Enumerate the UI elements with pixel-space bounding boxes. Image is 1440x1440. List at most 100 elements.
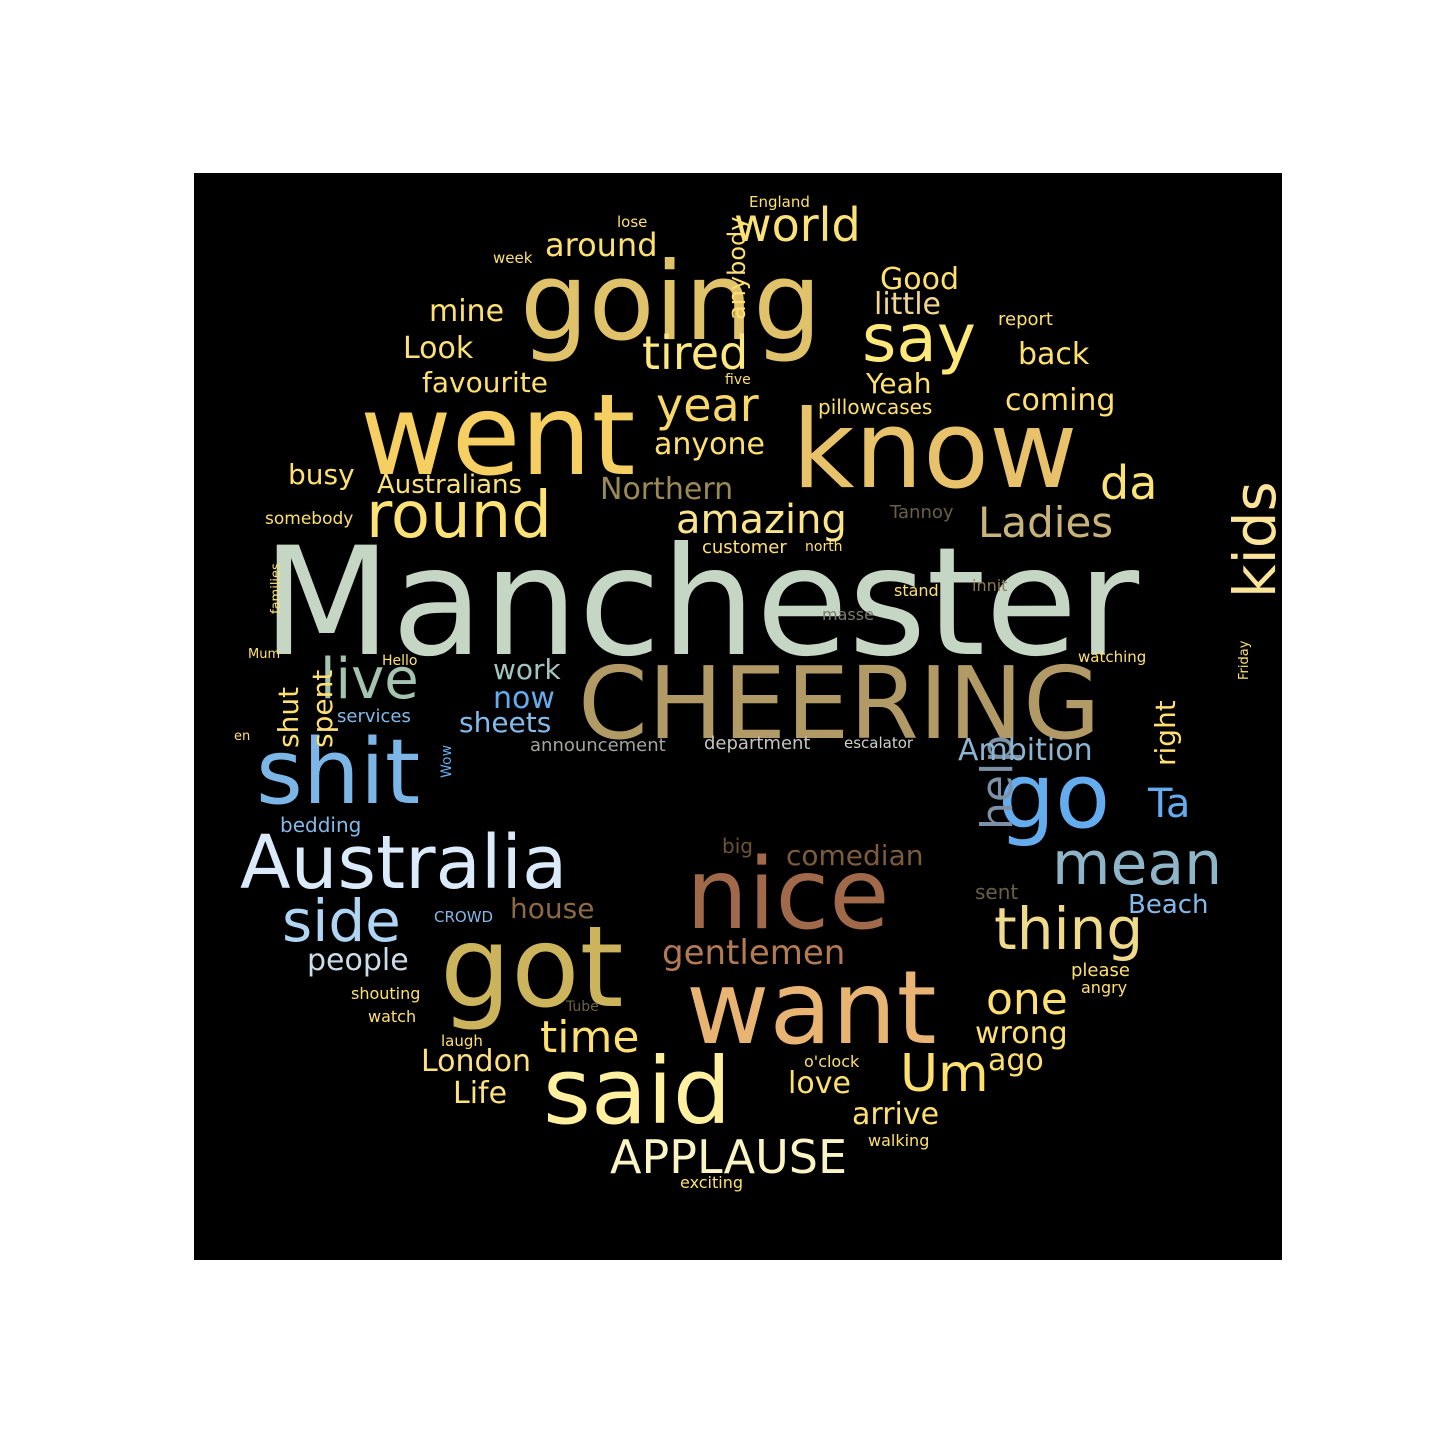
word-cheering: CHEERING bbox=[578, 645, 1101, 762]
word-comedian: comedian bbox=[786, 839, 924, 872]
word-lose: lose bbox=[617, 213, 648, 231]
word-masse: masse bbox=[822, 605, 874, 624]
word-announcement: announcement bbox=[530, 735, 666, 756]
word-en: en bbox=[234, 729, 251, 744]
word-work: work bbox=[493, 653, 561, 686]
word-report: report bbox=[998, 309, 1053, 330]
word-coming: coming bbox=[1005, 383, 1116, 418]
word-world: world bbox=[734, 198, 861, 252]
word-hello: Hello bbox=[382, 653, 418, 669]
word-arrive: arrive bbox=[852, 1097, 940, 1132]
word-england: England bbox=[749, 193, 810, 211]
word-live: live bbox=[320, 647, 419, 712]
word-five: five bbox=[725, 372, 751, 388]
word-wow: Wow bbox=[439, 744, 455, 778]
word-now: now bbox=[493, 681, 555, 716]
word-kids: kids bbox=[1221, 481, 1282, 598]
word-people: people bbox=[307, 943, 409, 978]
word-yeah: Yeah bbox=[866, 367, 932, 400]
word-got: got bbox=[440, 903, 624, 1033]
word-bedding: bedding bbox=[280, 813, 362, 837]
word-australia: Australia bbox=[240, 820, 568, 906]
word-beach: Beach bbox=[1128, 890, 1209, 920]
word-um: Um bbox=[900, 1044, 989, 1104]
word-good: Good bbox=[880, 262, 959, 297]
word-families: families bbox=[269, 563, 284, 614]
word-sheets: sheets bbox=[459, 706, 552, 739]
word-life: Life bbox=[453, 1076, 508, 1111]
word-week: week bbox=[493, 249, 533, 267]
word-going: going bbox=[520, 240, 822, 365]
word-mine: mine bbox=[429, 294, 505, 329]
word-laugh: laugh bbox=[441, 1032, 483, 1050]
word-innit: innit bbox=[972, 576, 1008, 595]
word-tired: tired bbox=[642, 326, 749, 380]
word-year: year bbox=[656, 378, 759, 432]
word-somebody: somebody bbox=[265, 509, 354, 529]
word-spent: spent bbox=[306, 669, 339, 748]
word-stand: stand bbox=[894, 581, 939, 600]
word-gentlemen: gentlemen bbox=[662, 933, 846, 973]
word-nice: nice bbox=[686, 838, 890, 952]
word-applause: APPLAUSE bbox=[610, 1130, 848, 1184]
word-big: big bbox=[722, 834, 753, 858]
word-london: London bbox=[421, 1044, 531, 1079]
word-angry: angry bbox=[1081, 978, 1128, 997]
word-da: da bbox=[1100, 456, 1158, 510]
word-watching: watching bbox=[1078, 648, 1147, 666]
word-shouting: shouting bbox=[351, 984, 421, 1003]
word-round: round bbox=[366, 479, 552, 553]
word-say: say bbox=[862, 300, 976, 377]
word-busy: busy bbox=[288, 458, 355, 491]
word-mum: Mum bbox=[248, 647, 281, 662]
word-around: around bbox=[545, 226, 658, 264]
word-crowd: CROWD bbox=[434, 908, 494, 926]
word-one: one bbox=[986, 974, 1068, 1025]
word-amazing: amazing bbox=[676, 497, 847, 543]
word-watch: watch bbox=[368, 1007, 417, 1026]
word-shit: shit bbox=[256, 720, 421, 825]
word-time: time bbox=[540, 1012, 640, 1063]
word-sent: sent bbox=[975, 880, 1019, 904]
word-little: little bbox=[874, 287, 941, 322]
word-north: north bbox=[805, 539, 843, 555]
word-shut: shut bbox=[272, 686, 305, 748]
word-favourite: favourite bbox=[422, 366, 548, 399]
word-anybody: anybody bbox=[723, 216, 751, 320]
word-went: went bbox=[360, 371, 636, 501]
word-pillowcases: pillowcases bbox=[818, 395, 933, 419]
word-wrong: wrong bbox=[975, 1016, 1068, 1051]
word-manchester: Manchester bbox=[262, 516, 1140, 690]
word-australians: Australians bbox=[377, 470, 523, 500]
word-know: know bbox=[792, 388, 1078, 513]
word-ambition: Ambition bbox=[958, 733, 1093, 768]
word-exciting: exciting bbox=[680, 1173, 744, 1192]
word-tannoy: Tannoy bbox=[890, 502, 954, 523]
word-o-clock: o'clock bbox=[804, 1052, 860, 1071]
word-services: services bbox=[337, 706, 411, 727]
word-customer: customer bbox=[702, 537, 787, 558]
word-department: department bbox=[704, 733, 811, 754]
word-anyone: anyone bbox=[654, 427, 765, 462]
word-thing: thing bbox=[994, 895, 1144, 963]
word-want: want bbox=[686, 949, 937, 1068]
word-ta: Ta bbox=[1148, 781, 1191, 827]
word-side: side bbox=[282, 887, 401, 955]
word-tube: Tube bbox=[566, 999, 599, 1015]
word-house: house bbox=[510, 892, 595, 925]
word-right: right bbox=[1149, 700, 1182, 766]
word-ago: ago bbox=[988, 1043, 1044, 1078]
word-look: Look bbox=[403, 331, 474, 366]
word-friday: Friday bbox=[1237, 640, 1252, 680]
word-please: please bbox=[1071, 960, 1130, 981]
word-back: back bbox=[1018, 337, 1090, 372]
word-walking: walking bbox=[868, 1131, 930, 1150]
word-mean: mean bbox=[1052, 829, 1223, 899]
word-go: go bbox=[998, 744, 1111, 849]
word-ladies: Ladies bbox=[978, 498, 1114, 547]
word-cloud: Manchester CHEERING know went going got nice wa… bbox=[194, 173, 1282, 1260]
word-northern: Northern bbox=[600, 472, 734, 507]
word-love: love bbox=[788, 1066, 851, 1101]
word-said: said bbox=[543, 1038, 732, 1145]
word-escalator: escalator bbox=[844, 734, 914, 752]
